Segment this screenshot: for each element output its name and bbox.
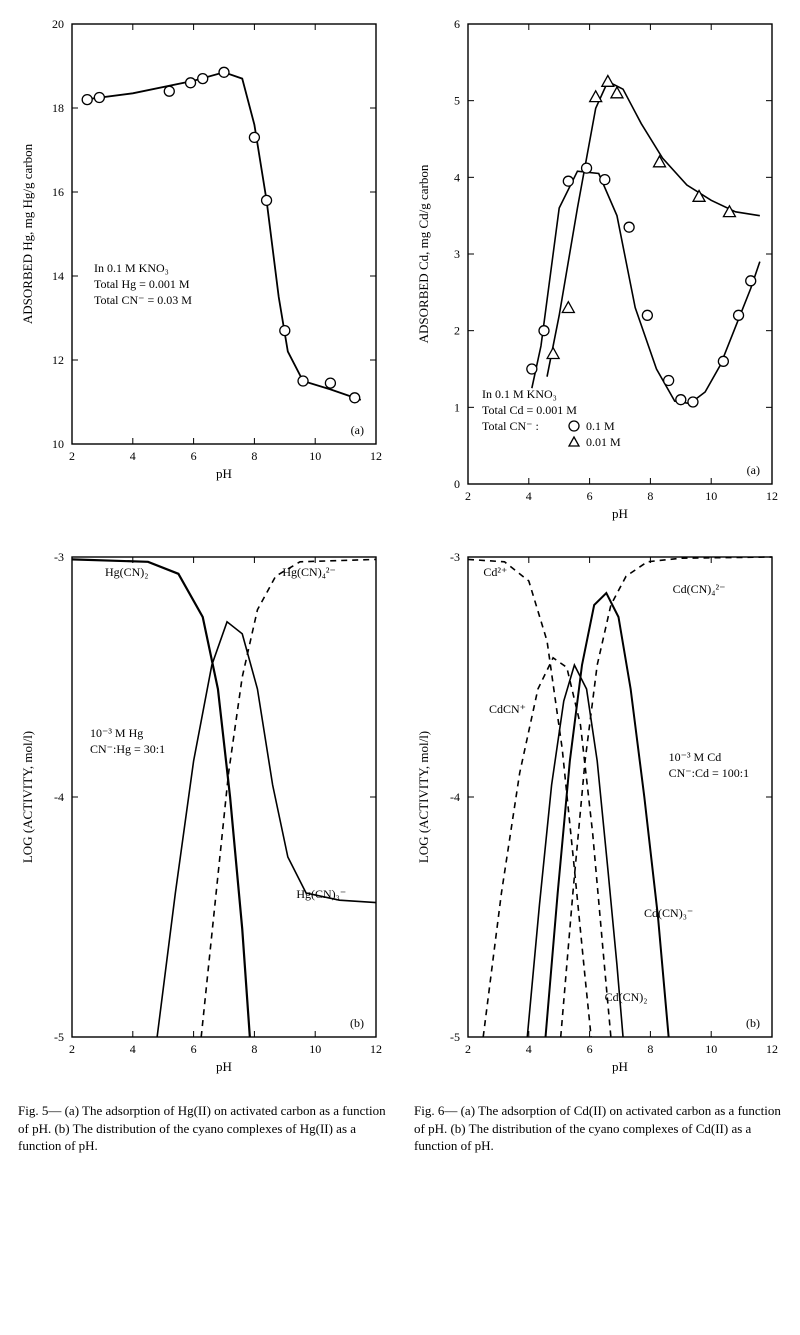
svg-text:6: 6 [587, 489, 593, 503]
svg-text:20: 20 [52, 17, 64, 31]
svg-text:Cd²⁺: Cd²⁺ [483, 565, 507, 579]
svg-text:-5: -5 [54, 1030, 64, 1044]
svg-text:10: 10 [52, 437, 64, 451]
svg-text:In 0.1 M KNO₃: In 0.1 M KNO₃ [482, 387, 557, 401]
svg-text:10: 10 [309, 449, 321, 463]
svg-text:12: 12 [766, 489, 778, 503]
svg-text:8: 8 [251, 449, 257, 463]
svg-text:10: 10 [705, 489, 717, 503]
svg-text:(a): (a) [747, 463, 760, 477]
svg-text:Hg(CN)₃⁻: Hg(CN)₃⁻ [296, 887, 346, 901]
svg-text:-3: -3 [450, 550, 460, 564]
svg-text:(b): (b) [350, 1016, 364, 1030]
svg-text:12: 12 [766, 1042, 778, 1056]
svg-text:pH: pH [216, 1059, 232, 1074]
svg-text:4: 4 [526, 1042, 532, 1056]
svg-text:Hg(CN)₄²⁻: Hg(CN)₄²⁻ [282, 565, 335, 579]
svg-text:ADSORBED Cd, mg Cd/g carbon: ADSORBED Cd, mg Cd/g carbon [416, 164, 431, 343]
svg-text:LOG (ACTIVITY, mol/l): LOG (ACTIVITY, mol/l) [20, 731, 35, 863]
svg-text:2: 2 [465, 1042, 471, 1056]
svg-text:10⁻³ M Hg: 10⁻³ M Hg [90, 726, 143, 740]
svg-text:(b): (b) [746, 1016, 760, 1030]
svg-text:6: 6 [587, 1042, 593, 1056]
svg-text:-4: -4 [450, 790, 460, 804]
svg-text:6: 6 [191, 449, 197, 463]
svg-text:4: 4 [454, 170, 460, 184]
svg-text:16: 16 [52, 185, 64, 199]
fig5-caption: Fig. 5— (a) The adsorption of Hg(II) on … [10, 1096, 394, 1155]
svg-text:0: 0 [454, 477, 460, 491]
svg-text:2: 2 [69, 1042, 75, 1056]
svg-text:10: 10 [705, 1042, 717, 1056]
svg-text:Cd(CN)₃⁻: Cd(CN)₃⁻ [644, 906, 693, 920]
svg-text:6: 6 [454, 17, 460, 31]
svg-text:2: 2 [69, 449, 75, 463]
svg-text:Total Hg = 0.001 M: Total Hg = 0.001 M [94, 277, 190, 291]
svg-text:Cd(CN)₄²⁻: Cd(CN)₄²⁻ [673, 582, 726, 596]
svg-text:5: 5 [454, 94, 460, 108]
fig5b-chart: 2 4 6 8 10 12 -5 -4 -3 pH LOG (ACTIVITY, mol/l) (b)… [10, 543, 390, 1083]
svg-text:12: 12 [370, 449, 382, 463]
svg-text:4: 4 [130, 1042, 136, 1056]
fig5a-panel: 2 4 6 8 10 12 10 12 14 16 18 20 pH ADSORBED Hg, mg Hg… [10, 10, 394, 535]
fig6-caption: Fig. 6— (a) The adsorption of Cd(II) on … [406, 1096, 790, 1155]
fig6a-panel: 246810120123456pHADSORBED Cd, mg Cd/g ca… [406, 10, 790, 535]
svg-text:Total CN⁻ = 0.03 M: Total CN⁻ = 0.03 M [94, 293, 192, 307]
svg-text:pH: pH [216, 466, 232, 481]
svg-text:-5: -5 [450, 1030, 460, 1044]
svg-text:In 0.1 M KNO₃: In 0.1 M KNO₃ [94, 261, 169, 275]
svg-text:(a): (a) [351, 423, 364, 437]
svg-text:18: 18 [52, 101, 64, 115]
svg-text:LOG (ACTIVITY, mol/l): LOG (ACTIVITY, mol/l) [416, 731, 431, 863]
svg-text:14: 14 [52, 269, 64, 283]
svg-text:4: 4 [526, 489, 532, 503]
svg-text:8: 8 [251, 1042, 257, 1056]
svg-text:1: 1 [454, 400, 460, 414]
svg-text:0.1 M: 0.1 M [586, 419, 615, 433]
figure-page: 24681012101214161820pHADSORBED Hg, mg Hg… [10, 10, 790, 1155]
svg-text:CdCN⁺: CdCN⁺ [489, 702, 526, 716]
svg-text:ADSORBED Hg, mg Hg/g carbon: ADSORBED Hg, mg Hg/g carbon [20, 143, 35, 324]
svg-text:Total Cd = 0.001 M: Total Cd = 0.001 M [482, 403, 577, 417]
fig5a-chart: 2 4 6 8 10 12 10 12 14 16 18 20 pH ADSORBED Hg, mg Hg… [10, 10, 390, 490]
svg-text:3: 3 [454, 247, 460, 261]
svg-text:8: 8 [647, 489, 653, 503]
svg-text:-3: -3 [54, 550, 64, 564]
svg-text:2: 2 [465, 489, 471, 503]
svg-text:12: 12 [52, 353, 64, 367]
svg-text:CN⁻:Cd = 100:1: CN⁻:Cd = 100:1 [669, 766, 749, 780]
svg-text:4: 4 [130, 449, 136, 463]
svg-text:pH: pH [612, 506, 628, 521]
svg-text:Total CN⁻ :: Total CN⁻ : [482, 419, 539, 433]
svg-text:CN⁻:Hg = 30:1: CN⁻:Hg = 30:1 [90, 742, 165, 756]
svg-text:6: 6 [191, 1042, 197, 1056]
svg-text:0.01 M: 0.01 M [586, 435, 621, 449]
svg-text:pH: pH [612, 1059, 628, 1074]
fig6a-chart: 246810120123456pHADSORBED Cd, mg Cd/g ca… [406, 10, 786, 530]
svg-text:-4: -4 [54, 790, 64, 804]
svg-text:2: 2 [454, 324, 460, 338]
fig6b-chart: 2 4 6 8 10 12 -5 -4 -3 pH LOG (ACTIVITY, mol/l) (b)… [406, 543, 786, 1083]
svg-text:12: 12 [370, 1042, 382, 1056]
svg-text:Cd(CN)₂: Cd(CN)₂ [605, 990, 648, 1004]
svg-text:10⁻³ M Cd: 10⁻³ M Cd [669, 750, 722, 764]
fig6b-panel: 2 4 6 8 10 12 -5 -4 -3 pH LOG (ACTIVITY, mol/l) (b)… [406, 543, 790, 1088]
fig5b-panel: 2 4 6 8 10 12 -5 -4 -3 pH LOG (ACTIVITY, mol/l) (b)… [10, 543, 394, 1088]
svg-text:10: 10 [309, 1042, 321, 1056]
svg-text:8: 8 [647, 1042, 653, 1056]
svg-text:Hg(CN)₂: Hg(CN)₂ [105, 565, 149, 579]
